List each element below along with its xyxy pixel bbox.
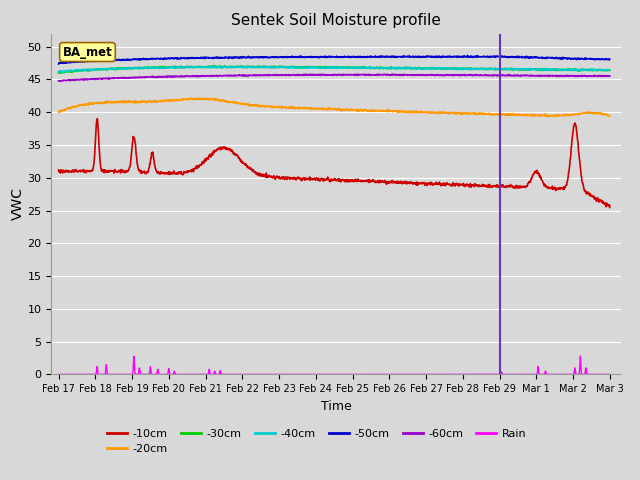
Y-axis label: VWC: VWC: [11, 188, 24, 220]
Legend: -10cm, -20cm, -30cm, -40cm, -50cm, -60cm, Rain: -10cm, -20cm, -30cm, -40cm, -50cm, -60cm…: [102, 424, 531, 459]
Text: BA_met: BA_met: [63, 46, 113, 59]
X-axis label: Time: Time: [321, 400, 351, 413]
Title: Sentek Soil Moisture profile: Sentek Soil Moisture profile: [231, 13, 441, 28]
